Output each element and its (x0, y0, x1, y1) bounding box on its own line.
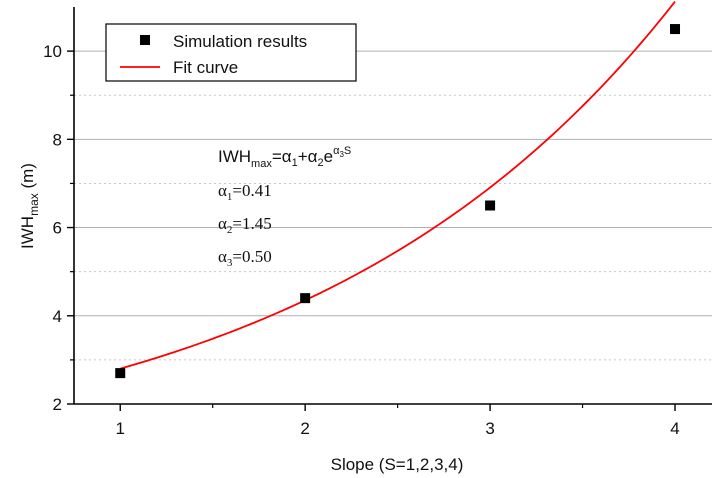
x-tick-label: 2 (300, 419, 309, 438)
legend-label-simulation: Simulation results (173, 32, 307, 51)
axis-ticks (67, 50, 676, 411)
param-a2: α2=1.45 (218, 214, 272, 236)
legend: Simulation results Fit curve (105, 23, 357, 82)
legend-box (105, 23, 357, 82)
y-axis-title-sub: max (27, 193, 41, 216)
fit-curve-line (119, 0, 676, 370)
y-tick-label: 8 (53, 130, 62, 149)
y-axis-title: IWHmax (m) (18, 163, 41, 249)
data-points-group (115, 24, 681, 379)
legend-marker-simulation (140, 35, 150, 45)
y-tick-label: 4 (53, 307, 62, 326)
y-axis-title-main: IWH (18, 216, 37, 249)
param-a1: α1=0.41 (218, 181, 272, 203)
param-a3: α3=0.50 (218, 247, 272, 269)
fit-curve-group (119, 0, 676, 370)
x-axis-title: Slope (S=1,2,3,4) (331, 455, 464, 474)
data-point (485, 200, 496, 211)
x-tick-label: 1 (115, 419, 124, 438)
grid-lines (74, 50, 712, 361)
equation-line: IWHmax=α1+α2eα3S (218, 145, 351, 170)
y-tick-label: 10 (43, 42, 62, 61)
x-tick-label: 4 (670, 419, 679, 438)
y-tick-label: 2 (53, 395, 62, 414)
legend-label-fit: Fit curve (173, 58, 238, 77)
x-tick-label: 3 (485, 419, 494, 438)
equation-annotation: IWHmax=α1+α2eα3S α1=0.41 α2=1.45 α3=0.50 (218, 145, 351, 269)
data-point (300, 293, 311, 304)
data-point (670, 24, 681, 35)
data-point (115, 368, 126, 379)
y-axis-title-unit: (m) (18, 163, 37, 193)
y-tick-label: 6 (53, 219, 62, 238)
